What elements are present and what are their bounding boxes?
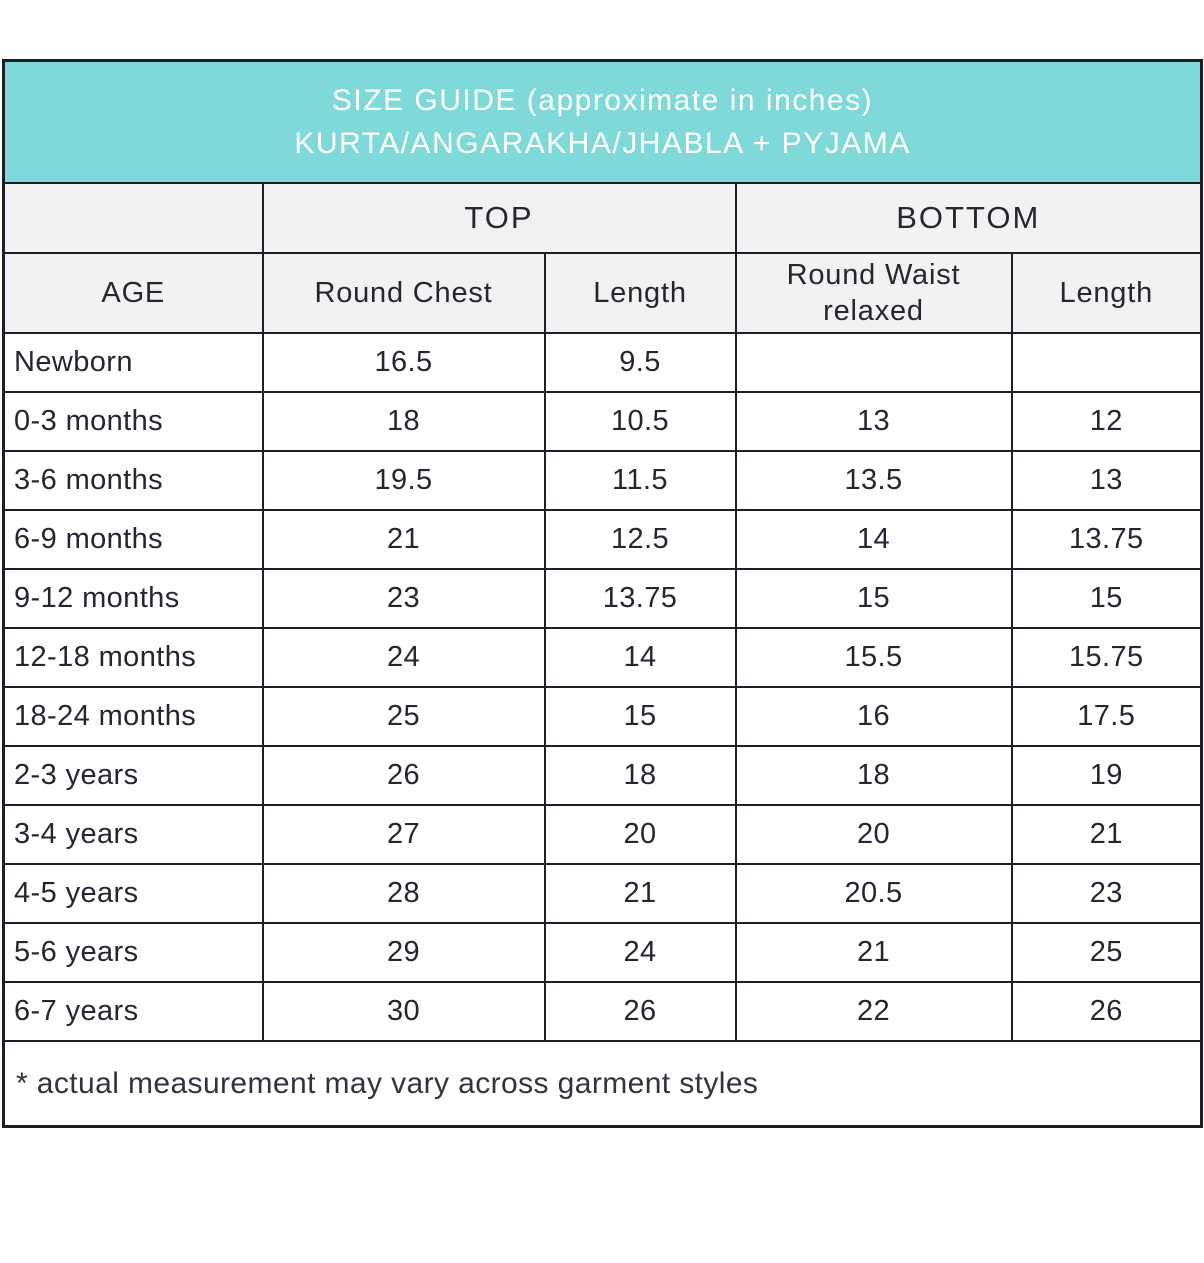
- footnote-text: * actual measurement may vary across gar…: [2, 1040, 1203, 1128]
- value-cell: 23: [261, 568, 546, 629]
- value-cell: 12.5: [543, 509, 737, 570]
- value-cell: 15: [543, 686, 737, 747]
- value-cell: 26: [543, 981, 737, 1042]
- value-cell: 18: [261, 391, 546, 452]
- value-cell: 25: [1010, 922, 1203, 983]
- table-row: 2-3 years 26 18 18 19: [2, 745, 1203, 806]
- age-cell: Newborn: [2, 332, 264, 393]
- table-row: 5-6 years 29 24 21 25: [2, 922, 1203, 983]
- banner-subtitle: KURTA/ANGARAKHA/JHABLA + PYJAMA: [294, 127, 911, 160]
- table-row: 9-12 months 23 13.75 15 15: [2, 568, 1203, 629]
- value-cell: 21: [734, 922, 1013, 983]
- table-row: 6-9 months 21 12.5 14 13.75: [2, 509, 1203, 570]
- age-cell: 12-18 months: [2, 627, 264, 688]
- value-cell: 24: [261, 627, 546, 688]
- value-cell: 11.5: [543, 450, 737, 511]
- value-cell: 10.5: [543, 391, 737, 452]
- banner-cell: SIZE GUIDE (approximate in inches) KURTA…: [2, 59, 1203, 184]
- age-cell: 18-24 months: [2, 686, 264, 747]
- table-row: Newborn 16.5 9.5: [2, 332, 1203, 393]
- age-cell: 6-7 years: [2, 981, 264, 1042]
- size-guide-table: SIZE GUIDE (approximate in inches) KURTA…: [2, 59, 1204, 1128]
- value-cell: 28: [261, 863, 546, 924]
- value-cell: 14: [734, 509, 1013, 570]
- value-cell: 25: [261, 686, 546, 747]
- col-header-round-chest: Round Chest: [261, 252, 546, 334]
- value-cell: 13.5: [734, 450, 1013, 511]
- age-cell: 3-4 years: [2, 804, 264, 865]
- age-cell: 4-5 years: [2, 863, 264, 924]
- table-row: 12-18 months 24 14 15.5 15.75: [2, 627, 1203, 688]
- value-cell: 19.5: [261, 450, 546, 511]
- size-guide-container: SIZE GUIDE (approximate in inches) KURTA…: [2, 59, 1204, 1128]
- table-row: 3-6 months 19.5 11.5 13.5 13: [2, 450, 1203, 511]
- column-header-row: AGE Round Chest Length Round Waist relax…: [2, 252, 1203, 334]
- value-cell: 22: [734, 981, 1013, 1042]
- value-cell: 29: [261, 922, 546, 983]
- col-header-top-length: Length: [543, 252, 737, 334]
- group-header-bottom: BOTTOM: [734, 182, 1203, 254]
- value-cell: 15: [734, 568, 1013, 629]
- age-cell: 5-6 years: [2, 922, 264, 983]
- value-cell: 13: [1010, 450, 1203, 511]
- value-cell: 16: [734, 686, 1013, 747]
- group-header-row: TOP BOTTOM: [2, 182, 1203, 254]
- group-header-top: TOP: [261, 182, 737, 254]
- value-cell: 21: [1010, 804, 1203, 865]
- age-cell: 0-3 months: [2, 391, 264, 452]
- col-header-age: AGE: [2, 252, 264, 334]
- col-header-round-waist: Round Waist relaxed: [734, 252, 1013, 334]
- value-cell: [734, 332, 1013, 393]
- value-cell: 15: [1010, 568, 1203, 629]
- value-cell: 12: [1010, 391, 1203, 452]
- table-row: 18-24 months 25 15 16 17.5: [2, 686, 1203, 747]
- value-cell: 30: [261, 981, 546, 1042]
- value-cell: 15.75: [1010, 627, 1203, 688]
- value-cell: 17.5: [1010, 686, 1203, 747]
- value-cell: 18: [734, 745, 1013, 806]
- value-cell: 24: [543, 922, 737, 983]
- group-header-empty: [2, 182, 264, 254]
- value-cell: 9.5: [543, 332, 737, 393]
- value-cell: 20: [734, 804, 1013, 865]
- value-cell: 26: [1010, 981, 1203, 1042]
- table-row: 4-5 years 28 21 20.5 23: [2, 863, 1203, 924]
- value-cell: 19: [1010, 745, 1203, 806]
- age-cell: 6-9 months: [2, 509, 264, 570]
- value-cell: 13: [734, 391, 1013, 452]
- age-cell: 3-6 months: [2, 450, 264, 511]
- value-cell: 27: [261, 804, 546, 865]
- table-row: 6-7 years 30 26 22 26: [2, 981, 1203, 1042]
- value-cell: 23: [1010, 863, 1203, 924]
- value-cell: 15.5: [734, 627, 1013, 688]
- value-cell: 14: [543, 627, 737, 688]
- table-row: 3-4 years 27 20 20 21: [2, 804, 1203, 865]
- age-cell: 9-12 months: [2, 568, 264, 629]
- value-cell: 21: [543, 863, 737, 924]
- value-cell: 20: [543, 804, 737, 865]
- value-cell: 13.75: [1010, 509, 1203, 570]
- banner-row: SIZE GUIDE (approximate in inches) KURTA…: [2, 59, 1203, 184]
- age-cell: 2-3 years: [2, 745, 264, 806]
- value-cell: 20.5: [734, 863, 1013, 924]
- footnote-row: * actual measurement may vary across gar…: [2, 1040, 1203, 1128]
- value-cell: 26: [261, 745, 546, 806]
- table-row: 0-3 months 18 10.5 13 12: [2, 391, 1203, 452]
- value-cell: 21: [261, 509, 546, 570]
- banner-title: SIZE GUIDE (approximate in inches): [331, 84, 874, 117]
- value-cell: 16.5: [261, 332, 546, 393]
- value-cell: [1010, 332, 1203, 393]
- value-cell: 13.75: [543, 568, 737, 629]
- value-cell: 18: [543, 745, 737, 806]
- col-header-bottom-length: Length: [1010, 252, 1203, 334]
